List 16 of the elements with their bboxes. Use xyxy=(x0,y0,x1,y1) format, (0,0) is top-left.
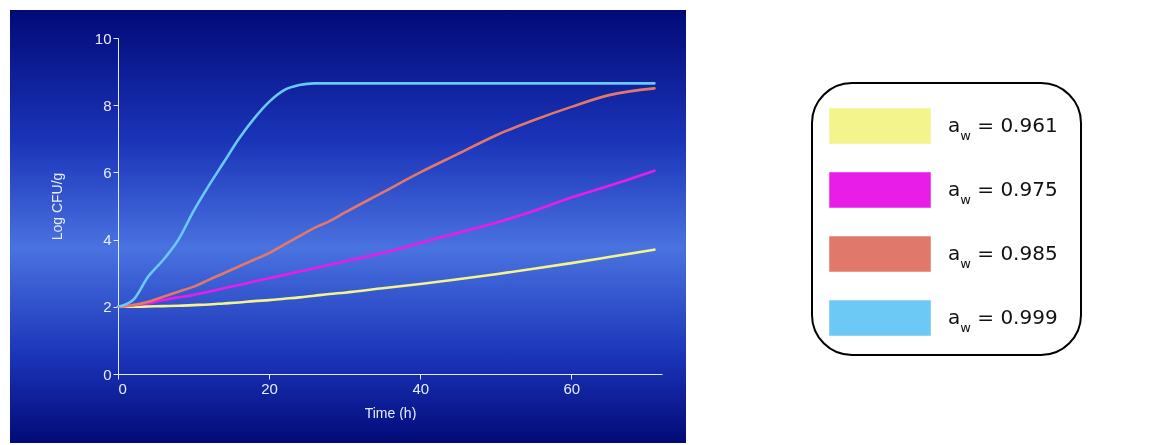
x-axis-title: Time (h) xyxy=(364,404,417,421)
y-tick-label: 6 xyxy=(103,163,112,181)
y-tick-label: 0 xyxy=(103,365,112,383)
x-tick-label: 20 xyxy=(261,379,278,397)
y-tick-label: 2 xyxy=(103,298,112,316)
legend-label: a$_{w}$ = 0.975 xyxy=(948,177,1058,207)
y-axis-title: Log CFU/g xyxy=(48,172,65,241)
legend-label: a$_{w}$ = 0.999 xyxy=(948,305,1058,335)
x-tick-label: 60 xyxy=(563,379,581,397)
x-tick-label: 0 xyxy=(118,379,127,397)
legend-label: a$_{w}$ = 0.985 xyxy=(948,241,1058,271)
x-tick-label: 40 xyxy=(412,379,430,397)
y-tick-label: 10 xyxy=(94,29,112,47)
y-tick-label: 4 xyxy=(103,231,112,249)
legend-label: a$_{w}$ = 0.961 xyxy=(948,113,1058,143)
y-tick-label: 8 xyxy=(103,96,112,114)
